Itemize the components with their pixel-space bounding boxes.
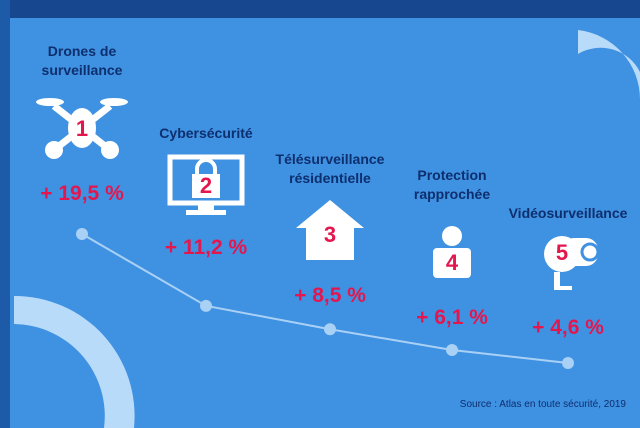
- value-label: + 11,2 %: [164, 236, 248, 259]
- left-bar: [0, 0, 10, 428]
- category-label: Cybersécurité: [159, 125, 253, 141]
- category-label: Protection rapprochée: [413, 167, 491, 202]
- deco-arc: [14, 295, 135, 428]
- screen-icon: 2: [167, 154, 245, 215]
- house-icon: 3: [296, 200, 364, 260]
- value-label: + 8,5 %: [294, 284, 366, 307]
- rank: 1: [76, 116, 88, 141]
- deco-arc: [578, 30, 640, 100]
- category-label: Télésurveillance résidentielle: [275, 151, 385, 186]
- value-label: + 6,1 %: [416, 306, 488, 329]
- category-label: Drones de surveillance: [41, 43, 123, 78]
- top-bar: [0, 0, 640, 18]
- point: [200, 299, 212, 312]
- rank: 3: [324, 222, 336, 247]
- category-label: Vidéosurveillance: [508, 205, 628, 221]
- drone-icon: 1: [36, 98, 128, 159]
- rank: 4: [446, 250, 459, 275]
- value-label: + 4,6 %: [532, 316, 604, 339]
- value-label: + 19,5 %: [40, 182, 124, 205]
- point: [324, 323, 336, 336]
- source: Source : Atlas en toute sécurité, 2019: [459, 399, 626, 410]
- person-icon: 4: [433, 226, 471, 278]
- point: [446, 344, 458, 357]
- rank: 5: [556, 240, 568, 265]
- camera-icon: 5: [544, 236, 600, 290]
- point: [76, 228, 88, 240]
- rank: 2: [200, 173, 212, 198]
- point: [562, 357, 574, 369]
